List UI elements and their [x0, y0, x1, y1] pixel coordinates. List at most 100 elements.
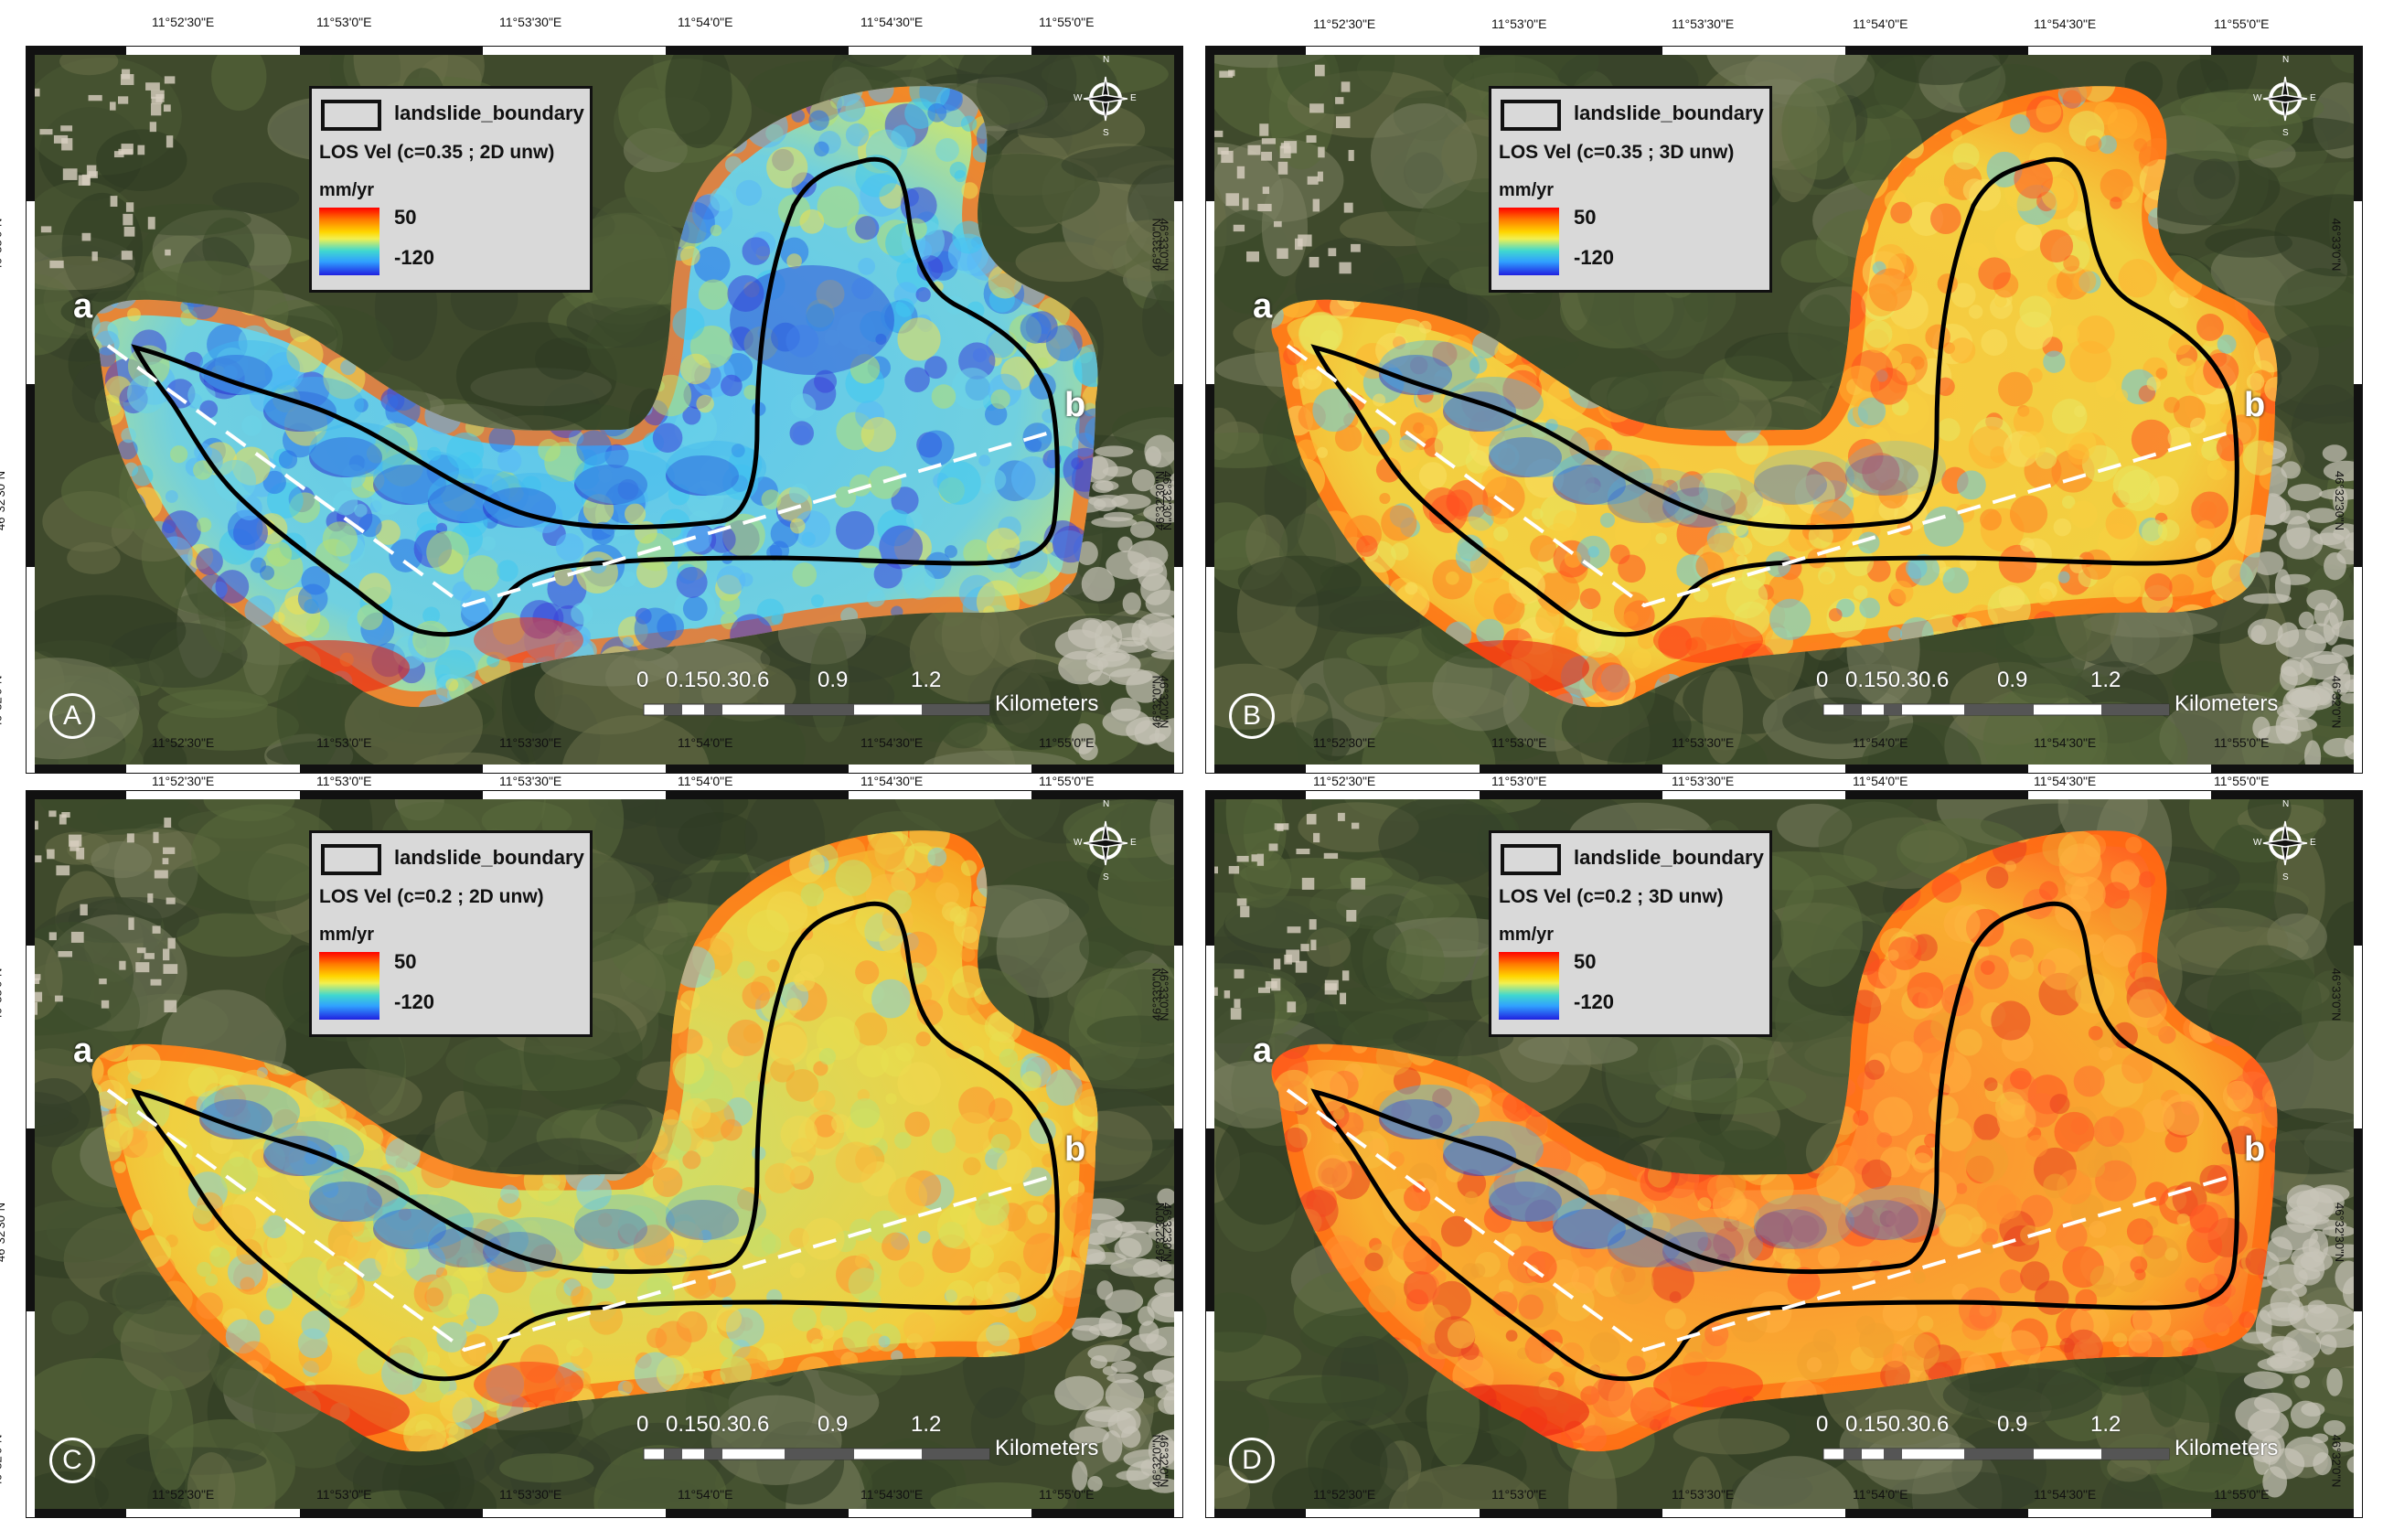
legend-title: LOS Vel (c=0.2 ; 3D unw) — [1499, 886, 1724, 907]
panel-letter-badge: C — [49, 1438, 95, 1483]
profile-line-a-b — [106, 1088, 1060, 1353]
longitude-tick-label: 11°53'30"E — [1672, 1487, 1735, 1502]
landslide-boundary — [131, 901, 1060, 1382]
scale-tick-label: 1.2 — [911, 668, 942, 692]
latitude-tick-label: 46°32'30"N — [1153, 470, 1168, 531]
latitude-tick-label: 46°32'30"N — [2333, 470, 2347, 531]
map-legend: landslide_boundary LOS Vel (c=0.35 ; 2D u… — [309, 86, 593, 293]
legend-title: LOS Vel (c=0.35 ; 3D unw) — [1499, 142, 1735, 163]
map-legend: landslide_boundary LOS Vel (c=0.35 ; 3D u… — [1489, 86, 1772, 293]
scale-tick-label: 0.6 — [1918, 668, 1950, 692]
longitude-tick-label: 11°55'0"E — [1039, 735, 1095, 750]
longitude-tick-label: 11°53'30"E — [499, 735, 562, 750]
scale-tick-label: 0.6 — [739, 668, 770, 692]
compass-e-label: E — [1130, 93, 1137, 103]
legend-title: LOS Vel (c=0.35 ; 2D unw) — [319, 142, 555, 163]
latitude-tick-label: 46°32'0"N — [1149, 1434, 1164, 1488]
scale-unit-label: Kilometers — [995, 1436, 1099, 1460]
color-ramp — [1499, 208, 1559, 275]
latitude-tick-label: 46°33'0"N — [1149, 968, 1164, 1021]
latitude-tick-label: 46°33'0"N — [0, 968, 5, 1021]
map-frame — [1205, 790, 2363, 1518]
boundary-swatch — [1501, 844, 1561, 875]
map-panel-a: landslide_boundary LOS Vel (c=0.35 ; 2D u… — [26, 46, 1183, 774]
legend-max-value: 50 — [1574, 206, 1597, 229]
north-arrow-icon: N S E W — [1074, 55, 1138, 139]
latitude-tick-label: 46°32'0"N — [0, 1434, 5, 1488]
longitude-tick-label: 11°53'0"E — [1491, 16, 1547, 31]
longitude-tick-label: 11°53'0"E — [316, 15, 372, 29]
legend-min-value: -120 — [1574, 990, 1615, 1013]
scale-tick-label: 0.150.3 — [666, 668, 740, 692]
map-frame — [1205, 46, 2363, 774]
legend-boundary-label: landslide_boundary — [394, 102, 584, 124]
legend-max-value: 50 — [394, 950, 417, 973]
scale-tick-label: 0.6 — [739, 1412, 770, 1437]
longitude-tick-label: 11°54'0"E — [678, 774, 733, 788]
compass-n-label: N — [2282, 55, 2290, 65]
north-arrow-icon: N S E W — [2253, 55, 2317, 139]
compass-s-label: S — [1103, 872, 1109, 882]
profile-start-label: a — [73, 287, 93, 326]
map-canvas — [1205, 790, 2363, 1518]
scale-tick-label: 0 — [1816, 668, 1829, 692]
scale-tick-label: 0 — [636, 1412, 649, 1437]
compass-s-label: S — [2282, 872, 2289, 882]
latitude-tick-label: 46°33'0"N — [2329, 218, 2344, 272]
scale-tick-label: 0.9 — [1997, 668, 2028, 692]
latitude-tick-label: 46°33'0"N — [1149, 218, 1164, 272]
scale-unit-label: Kilometers — [2175, 691, 2279, 716]
scale-tick-label: 1.2 — [2090, 1412, 2121, 1437]
latitude-tick-label: 46°32'0"N — [2329, 1434, 2344, 1488]
scale-tick-label: 0.9 — [817, 668, 849, 692]
latitude-tick-label: 46°33'0"N — [0, 218, 5, 272]
latitude-tick-label: 46°32'0"N — [2329, 675, 2344, 729]
longitude-tick-label: 11°54'0"E — [1853, 16, 1908, 31]
scale-tick-label: 1.2 — [2090, 668, 2121, 692]
scale-tick-label: 0 — [1816, 1412, 1829, 1437]
boundary-swatch — [321, 844, 381, 875]
map-frame — [26, 46, 1183, 774]
legend-min-value: -120 — [394, 246, 435, 269]
profile-end-label: b — [2244, 1130, 2266, 1169]
legend-boundary-label: landslide_boundary — [1574, 102, 1764, 124]
latitude-tick-label: 46°32'0"N — [1149, 675, 1164, 729]
legend-boundary-label: landslide_boundary — [394, 846, 584, 869]
map-legend: landslide_boundary LOS Vel (c=0.2 ; 3D un… — [1489, 830, 1772, 1037]
compass-e-label: E — [1130, 838, 1137, 848]
longitude-tick-label: 11°52'30"E — [1313, 16, 1376, 31]
compass-w-label: W — [1074, 93, 1083, 103]
longitude-tick-label: 11°54'30"E — [860, 1487, 924, 1502]
boundary-swatch — [1501, 100, 1561, 131]
longitude-tick-label: 11°52'30"E — [1313, 1487, 1376, 1502]
map-canvas — [1205, 46, 2363, 774]
compass-w-label: W — [1074, 838, 1083, 848]
longitude-tick-label: 11°55'0"E — [1039, 1487, 1095, 1502]
longitude-tick-label: 11°53'0"E — [1491, 774, 1547, 788]
landslide-boundary — [1310, 156, 2239, 637]
longitude-tick-label: 11°54'0"E — [1853, 774, 1908, 788]
scale-tick-label: 0.150.3 — [666, 1412, 740, 1437]
map-panel-d: landslide_boundary LOS Vel (c=0.2 ; 3D un… — [1205, 790, 2363, 1518]
longitude-tick-label: 11°53'30"E — [1672, 774, 1735, 788]
compass-e-label: E — [2310, 93, 2316, 103]
scale-tick-label: 0.6 — [1918, 1412, 1950, 1437]
longitude-tick-label: 11°54'30"E — [860, 735, 924, 750]
boundary-swatch — [321, 100, 381, 131]
latitude-tick-label: 46°32'30"N — [0, 470, 8, 531]
compass-w-label: W — [2253, 93, 2262, 103]
map-frame — [26, 790, 1183, 1518]
profile-start-label: a — [73, 1032, 93, 1070]
longitude-tick-label: 11°55'0"E — [1039, 774, 1095, 788]
longitude-tick-label: 11°54'30"E — [860, 774, 924, 788]
longitude-tick-label: 11°53'30"E — [1672, 16, 1735, 31]
north-arrow-icon: N S E W — [2253, 799, 2317, 883]
longitude-tick-label: 11°53'0"E — [316, 735, 372, 750]
scale-unit-label: Kilometers — [995, 691, 1099, 716]
compass-n-label: N — [1103, 55, 1110, 65]
compass-s-label: S — [2282, 128, 2289, 138]
legend-min-value: -120 — [1574, 246, 1615, 269]
longitude-tick-label: 11°54'30"E — [2034, 735, 2097, 750]
longitude-tick-label: 11°54'0"E — [1853, 1487, 1908, 1502]
longitude-tick-label: 11°52'30"E — [1313, 735, 1376, 750]
